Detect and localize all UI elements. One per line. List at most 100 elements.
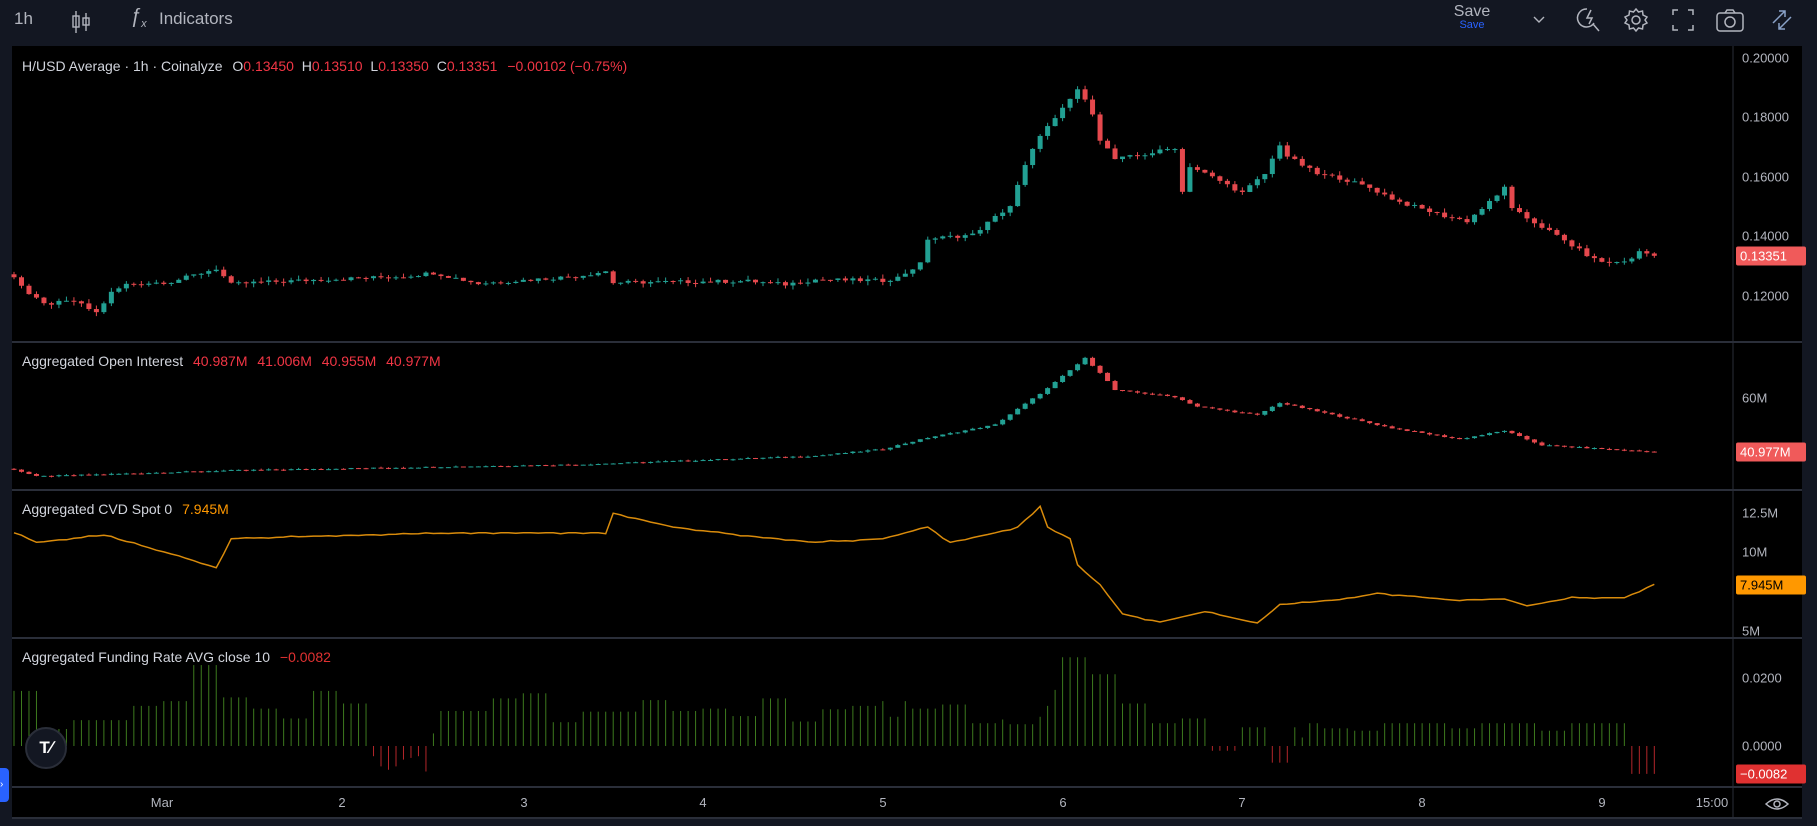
oi-candle-body	[11, 468, 17, 470]
price-candle	[1434, 211, 1440, 216]
chart-area[interactable]	[0, 46, 1817, 826]
oi-candle-body	[198, 471, 204, 473]
price-candle-body	[341, 279, 347, 281]
oi-candle	[1434, 434, 1440, 436]
price-candle	[400, 273, 406, 279]
oi-candle	[1419, 431, 1425, 434]
oi-candle	[1644, 450, 1650, 453]
price-candle-body	[1007, 206, 1013, 213]
oi-candle-body	[453, 466, 459, 468]
price-candle	[1262, 173, 1268, 183]
oi-candle	[543, 464, 549, 467]
price-candle	[176, 278, 182, 283]
camera-icon[interactable]	[1715, 7, 1745, 33]
price-candle-body	[131, 283, 137, 285]
price-candle-body	[797, 282, 803, 284]
tradingview-logo[interactable]: T∕	[25, 727, 67, 769]
oi-candle-body	[528, 465, 534, 467]
axis-settings-icon[interactable]	[1764, 794, 1790, 814]
oi-candle-body	[1292, 404, 1298, 406]
price-candle-body	[1524, 212, 1530, 219]
price-candle-body	[1397, 199, 1403, 202]
price-candle-body	[1292, 156, 1298, 159]
oi-candle	[797, 455, 803, 458]
price-candle-body	[790, 282, 796, 286]
candles-icon[interactable]	[70, 10, 92, 34]
oi-candle-body	[191, 471, 197, 473]
price-candle	[767, 280, 773, 284]
price-candle	[1202, 169, 1208, 174]
chart-canvas[interactable]	[0, 46, 1817, 826]
price-candle-body	[1262, 174, 1268, 180]
price-candle-body	[648, 282, 654, 284]
oi-candle	[1442, 434, 1448, 438]
price-candle-body	[1164, 149, 1170, 151]
oi-candle	[1636, 449, 1642, 452]
price-candle	[1075, 86, 1081, 103]
oi-candle	[138, 472, 144, 475]
price-candle	[1164, 146, 1170, 151]
settings-gear-icon[interactable]	[1622, 6, 1650, 34]
interval-button[interactable]: 1h	[14, 9, 33, 28]
price-candle	[573, 276, 579, 281]
price-candle	[655, 277, 661, 283]
price-candle-body	[318, 279, 324, 281]
high-value: 0.13510	[311, 58, 363, 74]
cvd-title[interactable]: Aggregated CVD Spot 0	[22, 501, 173, 517]
oi-candle-body	[363, 468, 369, 470]
quick-search-icon[interactable]	[1574, 6, 1602, 34]
oi-candle	[56, 474, 62, 478]
price-candle-body	[460, 277, 466, 281]
oi-candle	[925, 437, 931, 440]
fullscreen-icon[interactable]	[1670, 7, 1696, 33]
price-candle-body	[910, 269, 916, 274]
oi-candle-body	[146, 473, 152, 475]
oi-candle-body	[872, 449, 878, 451]
funding-title[interactable]: Aggregated Funding Rate AVG close 10	[22, 649, 271, 665]
cvd-value: 7.945M	[182, 501, 229, 517]
oi-candle	[782, 456, 788, 459]
price-candle-body	[977, 230, 983, 234]
oi-candle	[393, 467, 399, 469]
price-candle-body	[63, 300, 69, 302]
oi-candle-body	[123, 473, 129, 475]
save-button[interactable]: Save Save	[1450, 3, 1494, 31]
price-candle-body	[1194, 167, 1200, 170]
price-candle	[700, 278, 706, 284]
publish-arrows-icon[interactable]	[1768, 6, 1796, 34]
price-candle	[588, 272, 594, 277]
price-candle	[213, 265, 219, 273]
price-candle	[670, 280, 676, 285]
oi-candle-body	[1516, 433, 1522, 436]
price-candle-body	[1149, 153, 1155, 156]
price-candle	[86, 299, 92, 311]
price-candle	[1277, 141, 1283, 161]
low-value: 0.13350	[378, 58, 429, 74]
price-candle-body	[1105, 140, 1111, 149]
price-candle	[78, 300, 84, 307]
oi-candle	[213, 470, 219, 473]
oi-candle	[400, 466, 406, 469]
price-candle-body	[610, 271, 616, 284]
price-candle	[812, 278, 818, 283]
price-candle	[1397, 197, 1403, 205]
cvd-legend: Aggregated CVD Spot 0 7.945M	[22, 501, 229, 517]
symbol-title[interactable]: H/USD Average · 1h · Coinalyze	[22, 58, 223, 74]
oi-title[interactable]: Aggregated Open Interest	[22, 353, 184, 369]
price-candle	[1621, 257, 1627, 265]
price-candle-body	[1516, 208, 1522, 213]
oi-candle-body	[206, 471, 212, 473]
expand-sidebar-tab[interactable]: ›	[0, 768, 9, 802]
oi-candle-body	[1307, 408, 1313, 410]
oi-candle	[1502, 430, 1508, 433]
price-candle	[221, 266, 227, 279]
price-candle	[266, 276, 272, 286]
chevron-down-icon[interactable]	[1532, 14, 1546, 24]
indicators-button[interactable]: Indicators	[159, 9, 233, 28]
oi-candle	[86, 473, 92, 476]
oi-candle	[670, 460, 676, 463]
price-candle	[1307, 164, 1313, 173]
oi-candle-body	[962, 430, 968, 433]
oi-candle	[1352, 417, 1358, 420]
oi-candle	[610, 463, 616, 465]
